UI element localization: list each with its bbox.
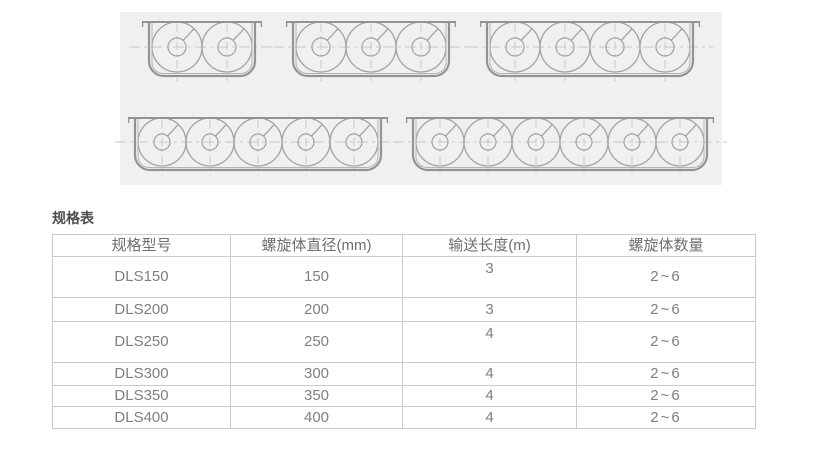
model-cell: DLS250 (52, 321, 231, 363)
trough-inner-wall (151, 22, 253, 74)
diameter-cell: 250 (230, 321, 403, 363)
trough-cross-section-5-screws (115, 117, 401, 175)
model-cell: DLS400 (52, 406, 231, 429)
screw-shaft-circle (605, 37, 625, 57)
screw-flight-line (684, 124, 697, 137)
screw-flight-line (520, 28, 533, 41)
length-cell: 4 (402, 321, 577, 363)
quantity-column-header: 螺旋体数量 (576, 234, 756, 257)
screw-shaft-circle (217, 37, 237, 57)
screw-flight-line (376, 28, 389, 41)
length-cell: 4 (402, 385, 577, 407)
screw-flight-line (570, 28, 583, 41)
screw-shaft-circle (555, 37, 575, 57)
screw-flight-line (182, 28, 195, 41)
screw-flight-line (358, 124, 371, 137)
trough-outer-wall (133, 118, 383, 172)
screw-flight-line (426, 28, 439, 41)
screw-flight-line (620, 28, 633, 41)
spec-table-row: DLS250 250 4 2~6 (52, 321, 756, 363)
length-cell: 4 (402, 362, 577, 386)
trough-inner-wall (137, 118, 379, 168)
model-column-header: 规格型号 (52, 234, 231, 257)
screw-shaft-circle (527, 133, 545, 151)
model-cell: DLS350 (52, 385, 231, 407)
quantity-cell: 2~6 (576, 385, 756, 407)
spec-table-row: DLS300 300 4 2~6 (52, 362, 756, 386)
spec-table-row: DLS400 400 4 2~6 (52, 406, 756, 429)
spec-table-row: DLS150 150 3 2~6 (52, 256, 756, 298)
screw-shaft-circle (361, 37, 381, 57)
screw-flight-line (540, 124, 553, 137)
quantity-cell: 2~6 (576, 362, 756, 386)
screw-flight-line (326, 28, 339, 41)
screw-flight-line (492, 124, 505, 137)
screw-flight-line (670, 28, 683, 41)
spec-table-row: DLS350 350 4 2~6 (52, 385, 756, 407)
screw-shaft-circle (575, 133, 593, 151)
diameter-cell: 300 (230, 362, 403, 386)
diameter-cell: 350 (230, 385, 403, 407)
trough-outer-wall (411, 118, 709, 172)
screw-flight-line (214, 124, 227, 137)
trough-cross-section-2-screws (129, 21, 275, 81)
quantity-cell: 2~6 (576, 256, 756, 298)
spec-table: 规格型号 螺旋体直径(mm) 输送长度(m) 螺旋体数量 DLS150 150 3 2… (52, 234, 756, 429)
trough-inner-wall (295, 22, 447, 74)
screw-flight-line (636, 124, 649, 137)
length-cell: 4 (402, 406, 577, 429)
diameter-column-header: 螺旋体直径(mm) (230, 234, 403, 257)
length-cell: 3 (402, 297, 577, 322)
screw-shaft-circle (431, 133, 449, 151)
diameter-cell: 200 (230, 297, 403, 322)
trough-inner-wall (415, 118, 705, 168)
screw-conveyor-cross-section-panel (115, 12, 727, 185)
quantity-cell: 2~6 (576, 297, 756, 322)
diameter-cell: 150 (230, 256, 403, 298)
quantity-cell: 2~6 (576, 321, 756, 363)
screw-flight-line (232, 28, 245, 41)
screw-shaft-circle (311, 37, 331, 57)
trough-outer-wall (485, 22, 695, 78)
trough-cross-section-4-screws (467, 21, 713, 81)
trough-outer-wall (147, 22, 257, 78)
screw-shaft-circle (345, 133, 363, 151)
screw-shaft-circle (201, 133, 219, 151)
model-cell: DLS300 (52, 362, 231, 386)
screw-shaft-circle (623, 133, 641, 151)
spec-table-title: 规格表 (52, 210, 94, 226)
screw-flight-line (166, 124, 179, 137)
diameter-cell: 400 (230, 406, 403, 429)
spec-table-body: DLS150 150 3 2~6 DLS200 200 3 2~6 DLS250 250 4 2~6 D… (52, 256, 756, 429)
screw-shaft-circle (655, 37, 675, 57)
screw-shaft-circle (505, 37, 525, 57)
trough-cross-section-3-screws (273, 21, 469, 81)
diagram-row (120, 12, 722, 85)
diagram-row (115, 112, 727, 179)
screw-flight-line (262, 124, 275, 137)
screw-shaft-circle (297, 133, 315, 151)
screw-shaft-circle (671, 133, 689, 151)
screw-shaft-circle (167, 37, 187, 57)
screw-flight-line (588, 124, 601, 137)
screw-shaft-circle (411, 37, 431, 57)
model-cell: DLS200 (52, 297, 231, 322)
screw-shaft-circle (249, 133, 267, 151)
trough-outer-wall (291, 22, 451, 78)
trough-inner-wall (489, 22, 691, 74)
spec-table-row: DLS200 200 3 2~6 (52, 297, 756, 322)
screw-flight-line (310, 124, 323, 137)
length-cell: 3 (402, 256, 577, 298)
length-column-header: 输送长度(m) (402, 234, 577, 257)
model-cell: DLS150 (52, 256, 231, 298)
screw-flight-line (444, 124, 457, 137)
screw-shaft-circle (479, 133, 497, 151)
screw-shaft-circle (153, 133, 171, 151)
trough-cross-section-6-screws (393, 117, 727, 175)
spec-table-header-row: 规格型号 螺旋体直径(mm) 输送长度(m) 螺旋体数量 (52, 234, 756, 257)
quantity-cell: 2~6 (576, 406, 756, 429)
